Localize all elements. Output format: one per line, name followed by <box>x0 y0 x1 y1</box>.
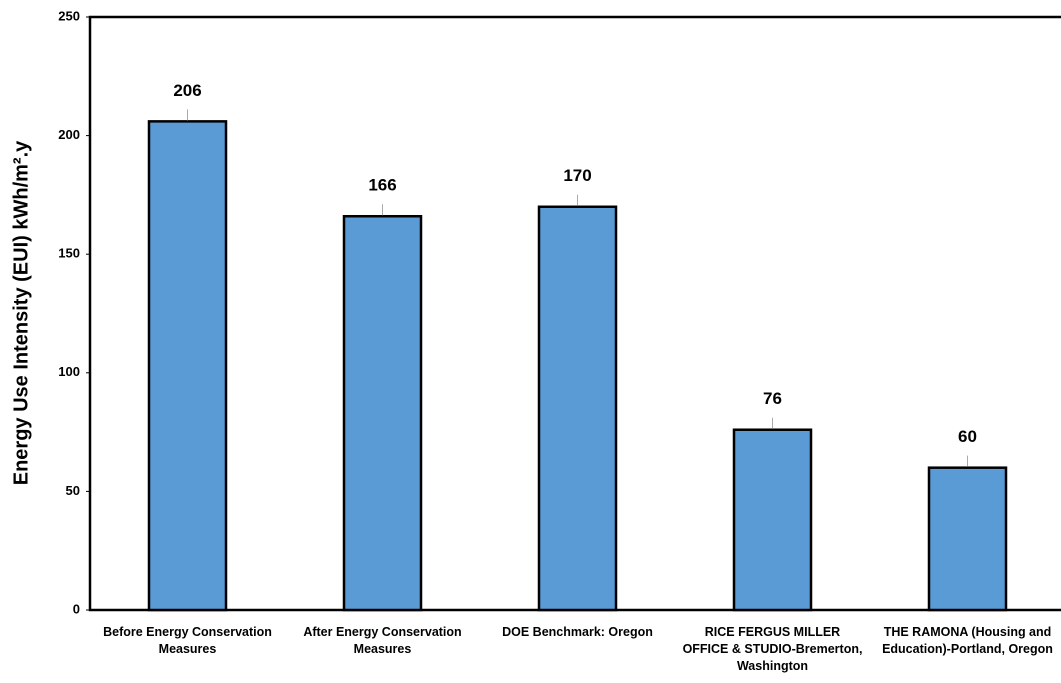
data-label: 206 <box>173 81 201 100</box>
y-tick-label: 0 <box>73 601 80 616</box>
x-tick-label: DOE Benchmark: Oregon <box>502 625 653 639</box>
y-tick-label: 250 <box>58 8 80 23</box>
x-tick-label: Before Energy Conservation Measures <box>103 625 272 656</box>
y-tick-label: 100 <box>58 364 80 379</box>
x-tick-label: RICE FERGUS MILLER OFFICE & STUDIO-Breme… <box>682 625 863 673</box>
y-axis-label: Energy Use Intensity (EUI) kWh/m².y <box>10 140 32 485</box>
bar <box>732 428 813 612</box>
y-tick-label: 150 <box>58 246 80 261</box>
data-label: 76 <box>763 389 782 408</box>
bar <box>147 120 228 612</box>
y-tick-label: 200 <box>58 127 80 142</box>
y-tick-label: 50 <box>66 483 80 498</box>
bar <box>342 214 423 612</box>
x-tick-label: After Energy Conservation Measures <box>303 625 462 656</box>
data-label: 170 <box>563 166 591 185</box>
bar <box>927 466 1008 612</box>
data-label: 60 <box>958 427 977 446</box>
x-tick-label: THE RAMONA (Housing and Education)-Portl… <box>882 625 1053 656</box>
bar <box>537 205 618 612</box>
data-label: 166 <box>368 176 396 195</box>
